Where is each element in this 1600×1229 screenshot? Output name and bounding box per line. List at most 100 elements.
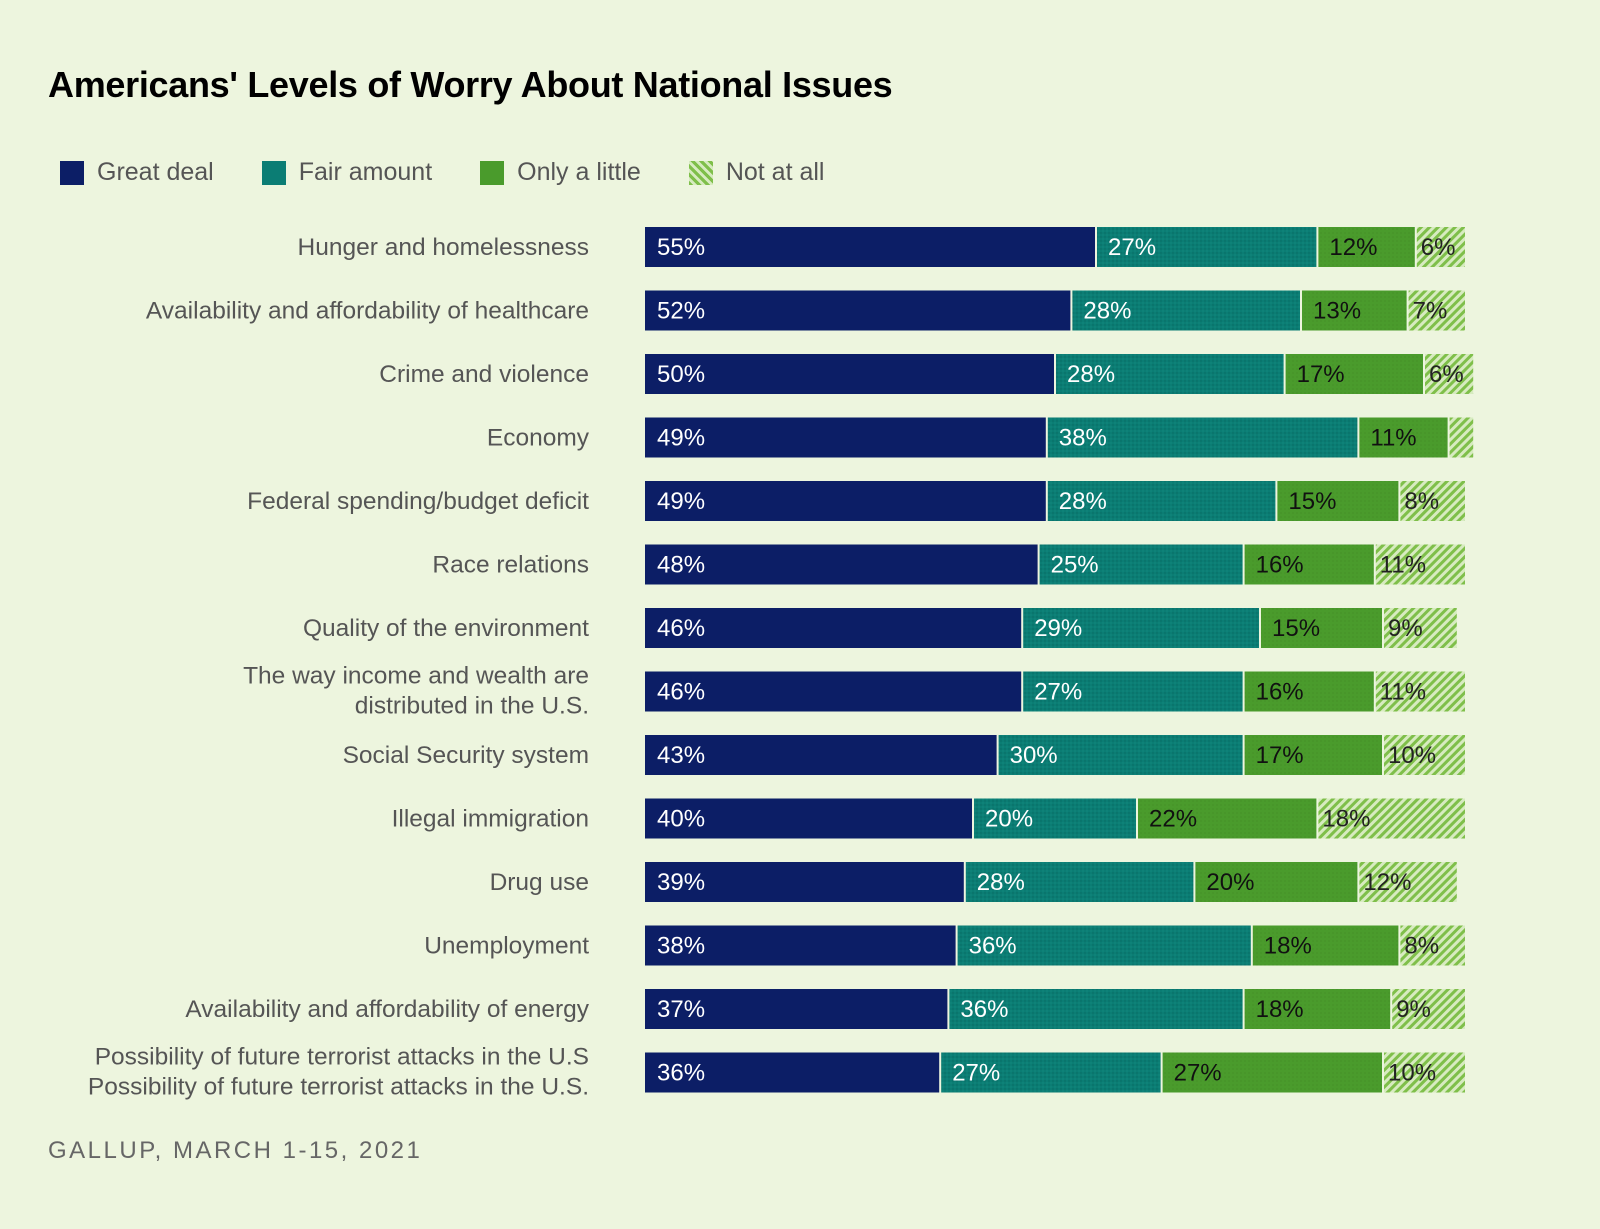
data-label-fair-amount: 28%: [977, 869, 1025, 896]
data-label-not-at-all: 8%: [1404, 933, 1439, 960]
data-label-not-at-all: 8%: [1404, 488, 1439, 515]
bar-segment-only-a-little: [1251, 925, 1400, 966]
category-label: Social Security system: [343, 742, 589, 769]
data-label-only-a-little: 15%: [1272, 615, 1320, 642]
segment-separator: [963, 862, 966, 902]
bar-segment-great-deal: [645, 989, 949, 1029]
data-label-great-deal: 39%: [657, 869, 705, 896]
segment-separator: [1398, 925, 1401, 966]
bar-segment-not-at-all: [1374, 671, 1465, 712]
data-label-great-deal: 48%: [657, 552, 705, 579]
segment-separator: [1021, 608, 1024, 648]
data-label-only-a-little: 18%: [1264, 933, 1312, 960]
category-label: Unemployment: [424, 933, 589, 960]
data-label-not-at-all: 10%: [1388, 742, 1436, 769]
bars: 55% 27% 12% 6% 52% 28% 13% 7% 50% 28% 17% 6% 49% 38% 1…: [645, 227, 1474, 1093]
bar-segment-not-at-all: [1383, 735, 1465, 775]
data-label-only-a-little: 27%: [1174, 1060, 1222, 1087]
segment-separator: [1357, 862, 1360, 902]
legend-label-fair-amount: Fair amount: [298, 158, 433, 186]
segment-separator: [1357, 417, 1360, 458]
data-label-not-at-all: 6%: [1421, 234, 1456, 261]
segment-separator: [1373, 671, 1376, 712]
category-label: Crime and violence: [379, 361, 589, 388]
segment-separator: [1045, 481, 1048, 521]
bar-segment-great-deal: [645, 227, 1096, 267]
data-label-not-at-all: 6%: [1429, 361, 1464, 388]
data-label-fair-amount: 36%: [960, 996, 1008, 1023]
category-label: Availability and affordability of health…: [146, 298, 589, 325]
data-label-not-at-all: 11%: [1380, 552, 1426, 579]
segment-separator: [947, 989, 950, 1029]
data-label-great-deal: 55%: [657, 234, 705, 261]
data-label-great-deal: 49%: [657, 488, 705, 515]
bar-segment-only-a-little: [1317, 227, 1416, 267]
data-label-only-a-little: 22%: [1149, 806, 1197, 833]
category-label: Race relations: [432, 552, 589, 579]
data-label-only-a-little: 13%: [1313, 298, 1361, 325]
data-label-great-deal: 52%: [657, 298, 705, 325]
segment-separator: [1373, 544, 1376, 585]
data-label-not-at-all: 18%: [1322, 806, 1370, 833]
category-label: The way income and wealth are distributed…: [243, 663, 589, 720]
bar-segment-not-at-all: [1383, 1052, 1465, 1093]
data-label-not-at-all: 9%: [1388, 615, 1423, 642]
bar-segment-only-a-little: [1301, 290, 1408, 331]
bar-segment-not-at-all: [1424, 354, 1474, 394]
bar-segment-only-a-little: [1260, 608, 1383, 648]
bar-segment-fair-amount: [1055, 354, 1285, 394]
bar-segment-not-at-all: [1374, 544, 1465, 585]
bar-segment-great-deal: [645, 925, 957, 966]
bar-segment-great-deal: [645, 544, 1039, 585]
bar-segment-fair-amount: [1022, 671, 1244, 712]
bar-segment-not-at-all: [1317, 798, 1465, 839]
data-label-fair-amount: 28%: [1067, 361, 1115, 388]
legend-swatch-not-at-all: [688, 160, 713, 185]
segment-separator: [1095, 227, 1097, 267]
legend-swatch-fair-amount: [261, 160, 286, 185]
bar-segment-only-a-little: [1243, 544, 1375, 585]
data-label-fair-amount: 28%: [1083, 298, 1131, 325]
segment-separator: [1136, 798, 1138, 839]
data-label-great-deal: 36%: [657, 1060, 705, 1087]
data-label-great-deal: 38%: [657, 933, 705, 960]
bar-segment-fair-amount: [1038, 544, 1244, 585]
category-label: Hunger and homelessness: [298, 234, 589, 261]
segment-separator: [1275, 481, 1278, 521]
segment-separator: [1259, 608, 1261, 648]
segment-separator: [1382, 735, 1384, 775]
data-label-only-a-little: 12%: [1329, 234, 1377, 261]
segment-separator: [1382, 1052, 1384, 1093]
data-label-great-deal: 49%: [657, 425, 705, 452]
data-label-only-a-little: 17%: [1297, 361, 1345, 388]
bar-segment-not-at-all: [1399, 925, 1465, 966]
data-label-only-a-little: 11%: [1370, 425, 1416, 452]
data-label-great-deal: 40%: [657, 806, 705, 833]
segment-separator: [1045, 417, 1048, 458]
bar-segment-not-at-all: [1448, 417, 1474, 458]
segment-separator: [1037, 544, 1040, 585]
data-label-fair-amount: 38%: [1059, 425, 1107, 452]
bar-segment-great-deal: [645, 417, 1047, 458]
segment-separator: [1160, 1052, 1163, 1093]
data-label-fair-amount: 27%: [1034, 679, 1082, 706]
legend-item-only-a-little: Only a little: [480, 158, 641, 187]
segment-separator: [1316, 227, 1319, 267]
bar-segment-not-at-all: [1399, 481, 1465, 521]
segment-separator: [1414, 227, 1417, 267]
data-label-fair-amount: 25%: [1051, 552, 1099, 579]
bar-segment-fair-amount: [1046, 481, 1277, 521]
data-label-only-a-little: 17%: [1256, 742, 1304, 769]
legend-label-only-a-little: Only a little: [517, 158, 641, 186]
legend-item-not-at-all: Not at all: [688, 158, 825, 187]
segment-separator: [1390, 989, 1393, 1029]
bar-segment-great-deal: [645, 798, 973, 839]
bar-segment-not-at-all: [1383, 608, 1457, 648]
bar-segment-great-deal: [645, 735, 998, 775]
category-label: Economy: [487, 425, 590, 452]
segment-separator: [955, 925, 958, 966]
bar-segment-only-a-little: [1284, 354, 1424, 394]
legend-label-not-at-all: Not at all: [725, 158, 825, 186]
bar-segment-great-deal: [645, 671, 1023, 712]
